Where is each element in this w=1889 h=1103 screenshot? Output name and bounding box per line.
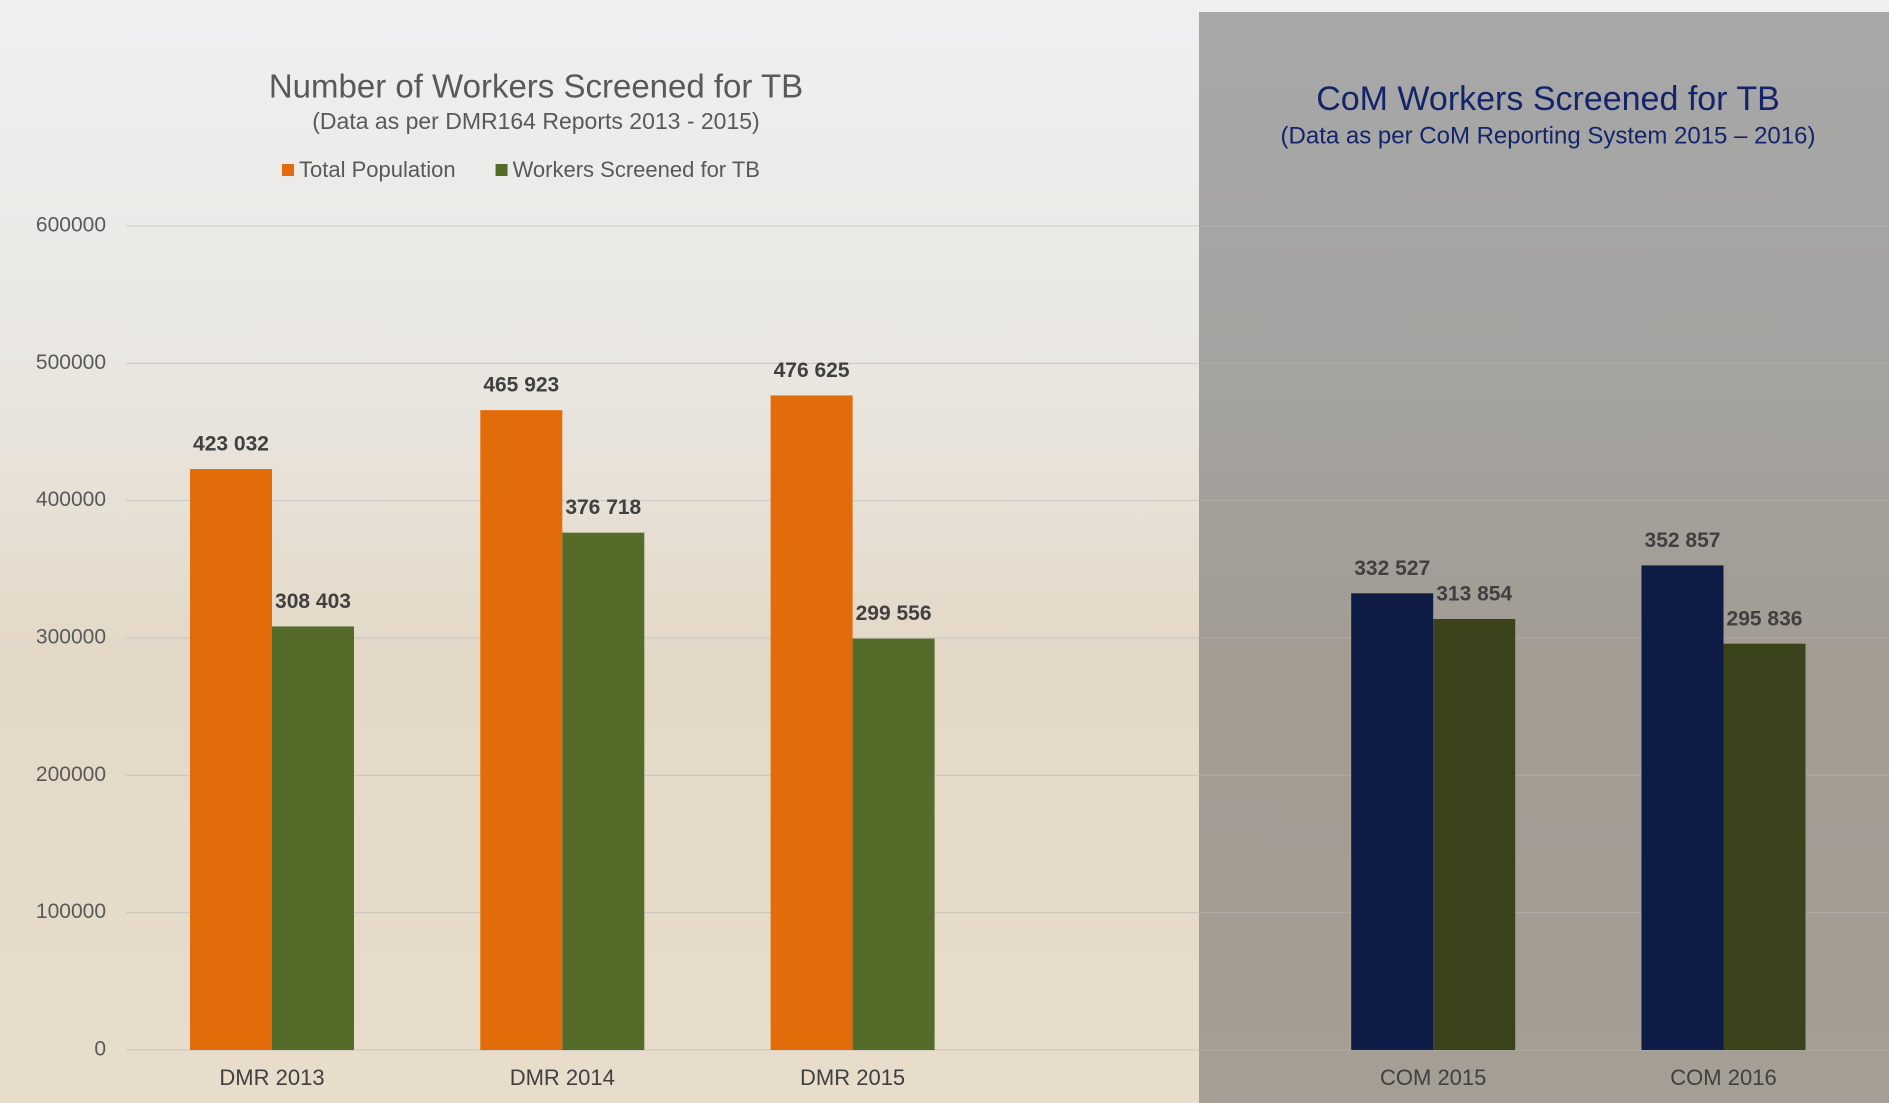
value-label: 465 923 — [483, 374, 559, 397]
bar — [562, 532, 645, 1050]
y-tick-label: 200000 — [36, 763, 106, 786]
bar — [1723, 643, 1806, 1050]
value-label: 476 625 — [774, 359, 850, 382]
legend-label: Workers Screened for TB — [513, 157, 760, 182]
bar — [480, 410, 563, 1050]
y-tick-label: 400000 — [36, 488, 106, 511]
chart-subtitle: (Data as per DMR164 Reports 2013 - 2015) — [312, 108, 759, 134]
legend-swatch — [495, 164, 508, 176]
bar — [1641, 565, 1724, 1050]
y-tick-label: 100000 — [36, 900, 106, 923]
x-tick-label: DMR 2013 — [219, 1065, 324, 1090]
x-tick-label: COM 2015 — [1380, 1065, 1486, 1090]
bar — [1351, 593, 1434, 1050]
x-tick-label: DMR 2014 — [510, 1065, 615, 1090]
chart-title: Number of Workers Screened for TB — [269, 68, 803, 105]
bar — [1433, 618, 1516, 1050]
panel-subtitle: (Data as per CoM Reporting System 2015 –… — [1281, 122, 1816, 149]
value-label: 352 857 — [1645, 529, 1721, 552]
value-label: 299 556 — [856, 602, 932, 625]
legend-label: Total Population — [299, 157, 456, 182]
y-tick-label: 600000 — [36, 214, 106, 237]
value-label: 308 403 — [275, 590, 351, 613]
legend-swatch — [282, 164, 294, 176]
y-tick-label: 300000 — [36, 626, 106, 649]
value-label: 332 527 — [1354, 557, 1430, 580]
value-label: 376 718 — [565, 496, 641, 519]
y-tick-label: 500000 — [36, 351, 106, 374]
panel-title: CoM Workers Screened for TB — [1316, 80, 1780, 118]
bar — [852, 638, 935, 1050]
bar — [190, 469, 272, 1051]
value-label: 313 854 — [1436, 583, 1512, 606]
x-tick-label: DMR 2015 — [800, 1065, 905, 1090]
bar — [272, 626, 354, 1050]
x-tick-label: COM 2016 — [1670, 1065, 1776, 1090]
value-label: 295 836 — [1727, 607, 1803, 630]
value-label: 423 032 — [193, 433, 269, 456]
y-tick-label: 0 — [94, 1038, 106, 1061]
bar — [770, 395, 853, 1050]
